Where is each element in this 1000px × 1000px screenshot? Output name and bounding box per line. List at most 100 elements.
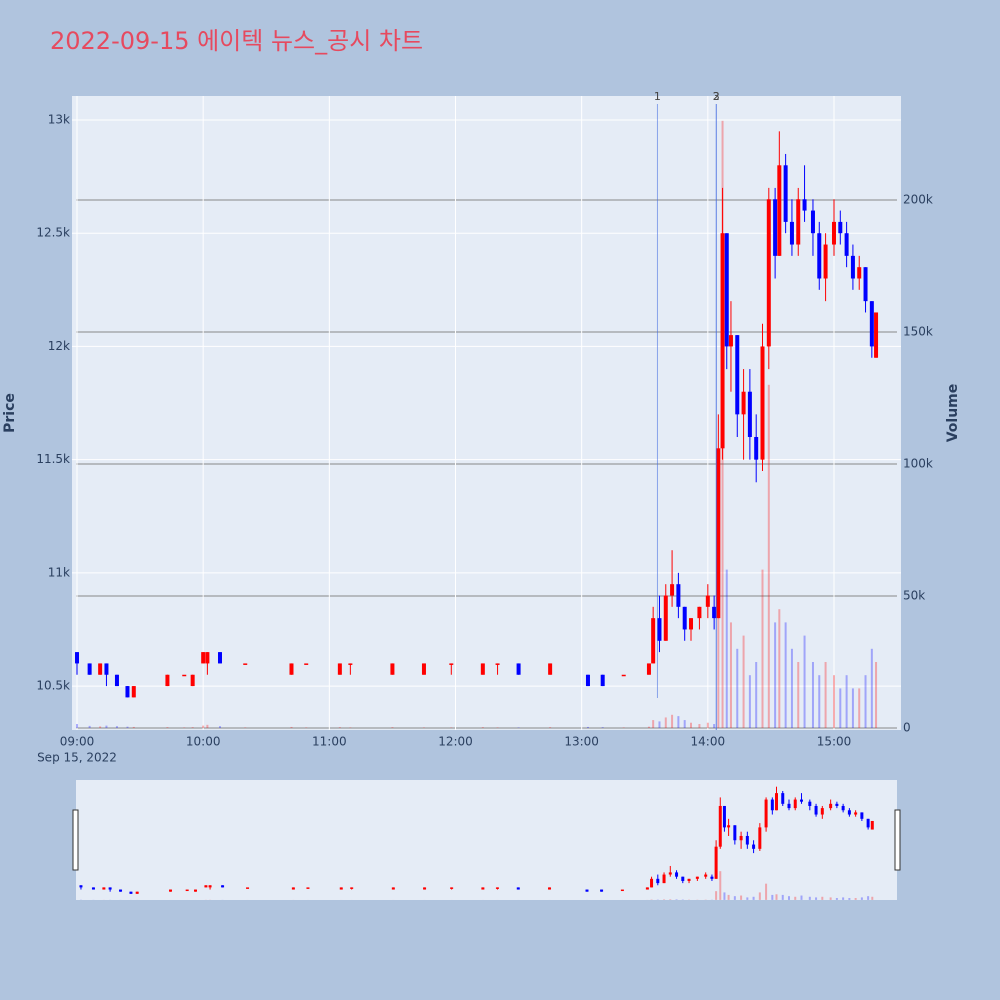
y-axis-title: Price [2,393,18,433]
range-slider[interactable] [76,780,897,900]
volume-bar [690,722,693,728]
candle-body [217,652,222,664]
volume-bar [774,622,777,728]
x-tick-label: 09:00 [60,735,95,749]
volume-bar [675,899,678,900]
volume-bar [867,896,870,900]
candle-body [585,889,589,892]
volume-bar [727,894,730,900]
y-tick-label: 10.5k [36,679,70,693]
volume-bar [794,896,797,900]
volume-bar [496,727,499,728]
candle-body [102,887,106,890]
candle-body [841,805,845,811]
candle-body [874,312,879,358]
volume-bar [723,892,726,900]
volume-bar [851,688,854,728]
volume-bar [790,648,793,728]
candle-body [104,663,109,675]
volume-bar [481,727,484,728]
candle-body [760,346,765,460]
volume-bar [671,714,674,728]
candle-body [817,233,822,279]
y2-tick-label: 100k [903,457,933,471]
volume-bar [818,675,821,728]
candle-body [854,812,858,815]
volume-bar [858,688,861,728]
volume-bar [800,895,803,900]
volume-bar [126,726,129,728]
candle-body [135,891,139,894]
volume-bar [758,892,761,900]
volume-bar [864,675,867,728]
candle-body [796,199,801,245]
volume-bar [517,727,520,728]
volume-bar [824,661,827,728]
volume-bar [815,897,818,900]
volume-bar [115,726,118,728]
candle-body [548,887,552,890]
candle-body [733,825,737,841]
chart-title: 2022-09-15 에이텍 뉴스_공시 차트 [50,27,423,55]
candle-body [205,652,210,664]
candle-body [193,889,197,892]
candle-body [820,808,824,815]
volume-bar [450,727,453,728]
candle-body [810,210,815,234]
candle-body [783,165,788,222]
candle-body [495,887,499,889]
candle-body [781,793,785,804]
candle-body [766,199,771,347]
volume-bar [787,896,790,900]
annotation-label: 2 [713,90,720,103]
candle-body [246,887,250,889]
candle-body [687,878,691,881]
volume-bar [601,727,604,728]
candle-body [421,663,426,675]
candle-body [620,889,624,892]
candle-body [870,820,874,830]
volume-bar [183,727,186,728]
candle-body [857,267,862,279]
volume-bar [860,897,863,900]
x-tick-label: 10:00 [186,735,221,749]
candle-body [663,595,668,641]
volume-bar [746,897,749,900]
volume-bar [839,688,842,728]
volume-bar [755,661,758,728]
x-tick-label: 11:00 [312,735,347,749]
x-axis-date: Sep 15, 2022 [37,751,117,765]
candle-body [716,448,721,619]
volume-bar [677,716,680,728]
candle-body [182,674,187,677]
volume-bar [775,894,778,900]
candle-body [119,889,123,892]
candle-body [208,885,212,888]
candle-body [449,663,454,665]
candle-body [793,799,797,809]
candle-body [770,799,774,811]
candle-body [98,663,103,675]
candle-body [752,844,756,849]
candle-body [131,686,136,698]
volume-bar [683,720,686,728]
candle-body [712,606,717,619]
candle-body [758,827,762,849]
slider-handle[interactable] [894,809,901,871]
candle-body [165,674,170,687]
candle-body [185,889,189,892]
candle-body [548,663,553,675]
candle-body [831,221,836,245]
candle-body [169,889,173,892]
candle-body [747,391,752,438]
candle-body [860,812,864,819]
slider-handle[interactable] [72,809,79,871]
candle-body [79,885,83,888]
volume-bar [647,726,650,728]
candle-body [714,846,718,879]
candle-body [808,801,812,806]
candle-body [727,825,731,828]
volume-bar [88,725,91,728]
